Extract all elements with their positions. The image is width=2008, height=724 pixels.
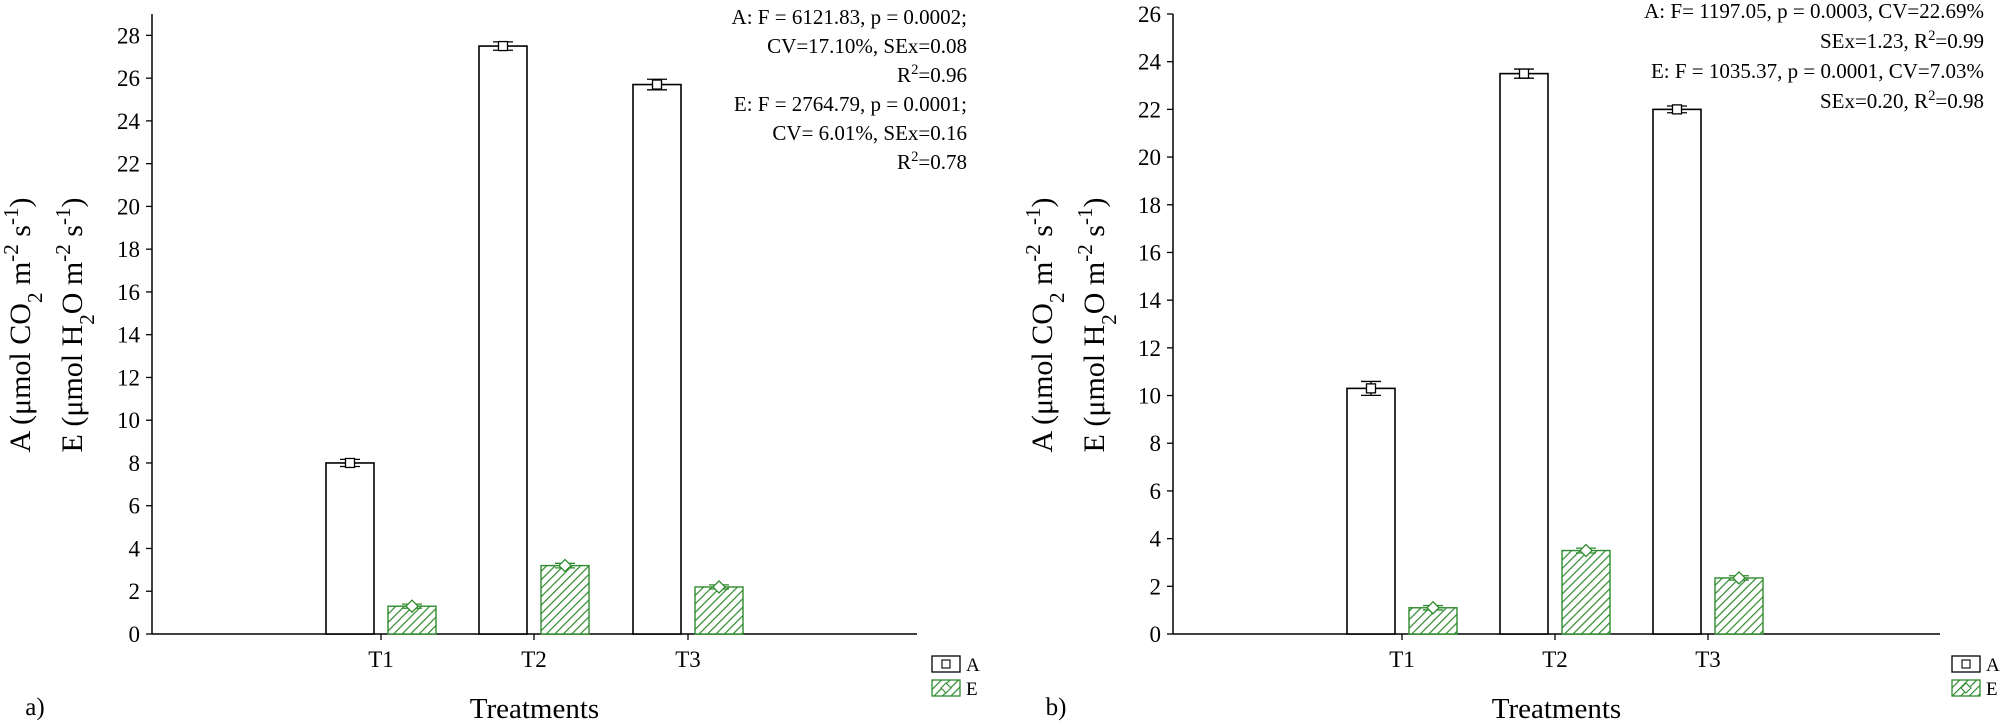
stats-annotation: SEx=0.20, R2=0.98 [1820, 88, 1984, 113]
x-tick-label: T1 [368, 647, 394, 672]
y-tick-label: 16 [1138, 240, 1161, 265]
y-axis-title-a: A (μmol CO2 m-2 s-1) [1021, 198, 1069, 453]
y-tick-label: 28 [117, 23, 140, 48]
mean-marker-square [344, 457, 356, 469]
bar-a [325, 462, 375, 635]
bar-e [1561, 549, 1611, 635]
legend-label-a: A [1986, 655, 2000, 676]
y-tick-label: 20 [1138, 145, 1161, 170]
mean-marker-square [1365, 383, 1377, 394]
mean-marker-square [497, 40, 509, 52]
y-tick-label: 0 [129, 622, 141, 647]
bar-a [478, 45, 528, 635]
y-axis-title-a: A (μmol CO2 m-2 s-1) [0, 198, 47, 453]
mean-marker-diamond [712, 580, 726, 594]
stats-annotation: E: F = 2764.79, p = 0.0001; [734, 92, 967, 116]
stats-annotation: A: F = 6121.83, p = 0.0002; [732, 5, 967, 29]
y-tick-label: 12 [117, 365, 140, 390]
y-tick-label: 22 [1138, 97, 1161, 122]
y-tick-label: 20 [117, 194, 140, 219]
y-tick-label: 16 [117, 280, 140, 305]
mean-marker-square [1671, 104, 1683, 115]
bar-e [540, 564, 590, 635]
panel-label: b) [1046, 694, 1067, 721]
bar-a [1346, 387, 1396, 635]
x-tick-label: T3 [675, 647, 701, 672]
y-tick-label: 14 [1138, 288, 1162, 313]
x-tick-label: T2 [1542, 647, 1568, 672]
y-tick-label: 6 [129, 494, 141, 519]
bar-e [694, 586, 744, 635]
y-tick-label: 4 [129, 536, 141, 561]
legend-marker-e [940, 682, 952, 694]
bar-a [1499, 72, 1549, 635]
stats-annotation: R2=0.96 [897, 62, 967, 87]
stats-annotation: SEx=1.23, R2=0.99 [1820, 28, 1984, 53]
stats-annotation: R2=0.78 [897, 149, 967, 174]
y-tick-label: 26 [117, 66, 140, 91]
y-tick-label: 24 [117, 109, 141, 134]
panel-label: a) [25, 694, 44, 721]
mean-marker-diamond [405, 599, 419, 614]
legend-label-e: E [966, 679, 978, 700]
mean-marker-diamond [1732, 571, 1746, 585]
legend-label-e: E [1986, 679, 1998, 700]
x-axis-title: Treatments [470, 693, 599, 724]
y-axis-title-e: E (μmol H2O m-2 s-1) [1073, 198, 1121, 453]
y-tick-label: 10 [1138, 384, 1161, 409]
legend-marker-a [1961, 659, 1971, 669]
mean-marker-diamond [1579, 543, 1593, 558]
stats-annotation: E: F = 1035.37, p = 0.0001, CV=7.03% [1651, 59, 1984, 83]
y-tick-label: 18 [117, 237, 140, 262]
bar-a [1652, 108, 1702, 635]
y-tick-label: 18 [1138, 193, 1161, 218]
y-tick-label: 4 [1150, 527, 1162, 552]
stats-annotation: A: F= 1197.05, p = 0.0003, CV=22.69% [1644, 0, 1984, 23]
legend-marker-a [941, 659, 951, 669]
x-tick-label: T1 [1389, 647, 1415, 672]
bar-e [1714, 577, 1764, 635]
y-tick-label: 14 [117, 323, 141, 348]
x-tick-label: T3 [1695, 647, 1721, 672]
stats-annotation: CV=17.10%, SEx=0.08 [767, 34, 967, 58]
y-tick-label: 26 [1138, 2, 1161, 27]
y-tick-label: 24 [1138, 50, 1162, 75]
y-tick-label: 8 [129, 451, 141, 476]
y-tick-label: 2 [1150, 574, 1162, 599]
y-tick-label: 10 [117, 408, 140, 433]
mean-marker-square [651, 79, 663, 90]
y-tick-label: 22 [117, 152, 140, 177]
y-tick-label: 6 [1150, 479, 1162, 504]
mean-marker-square [1518, 68, 1530, 79]
stats-annotation: CV= 6.01%, SEx=0.16 [772, 121, 967, 145]
y-axis-title-e: E (μmol H2O m-2 s-1) [51, 198, 99, 453]
legend-label-a: A [966, 655, 980, 676]
y-tick-label: 0 [1150, 622, 1162, 647]
mean-marker-diamond [558, 558, 572, 573]
legend-marker-e [1960, 682, 1972, 694]
bar-a [632, 83, 682, 635]
y-tick-label: 8 [1150, 431, 1162, 456]
y-tick-label: 2 [129, 579, 141, 604]
mean-marker-diamond [1426, 600, 1440, 615]
x-tick-label: T2 [521, 647, 547, 672]
y-tick-label: 12 [1138, 336, 1161, 361]
x-axis-title: Treatments [1492, 693, 1621, 724]
